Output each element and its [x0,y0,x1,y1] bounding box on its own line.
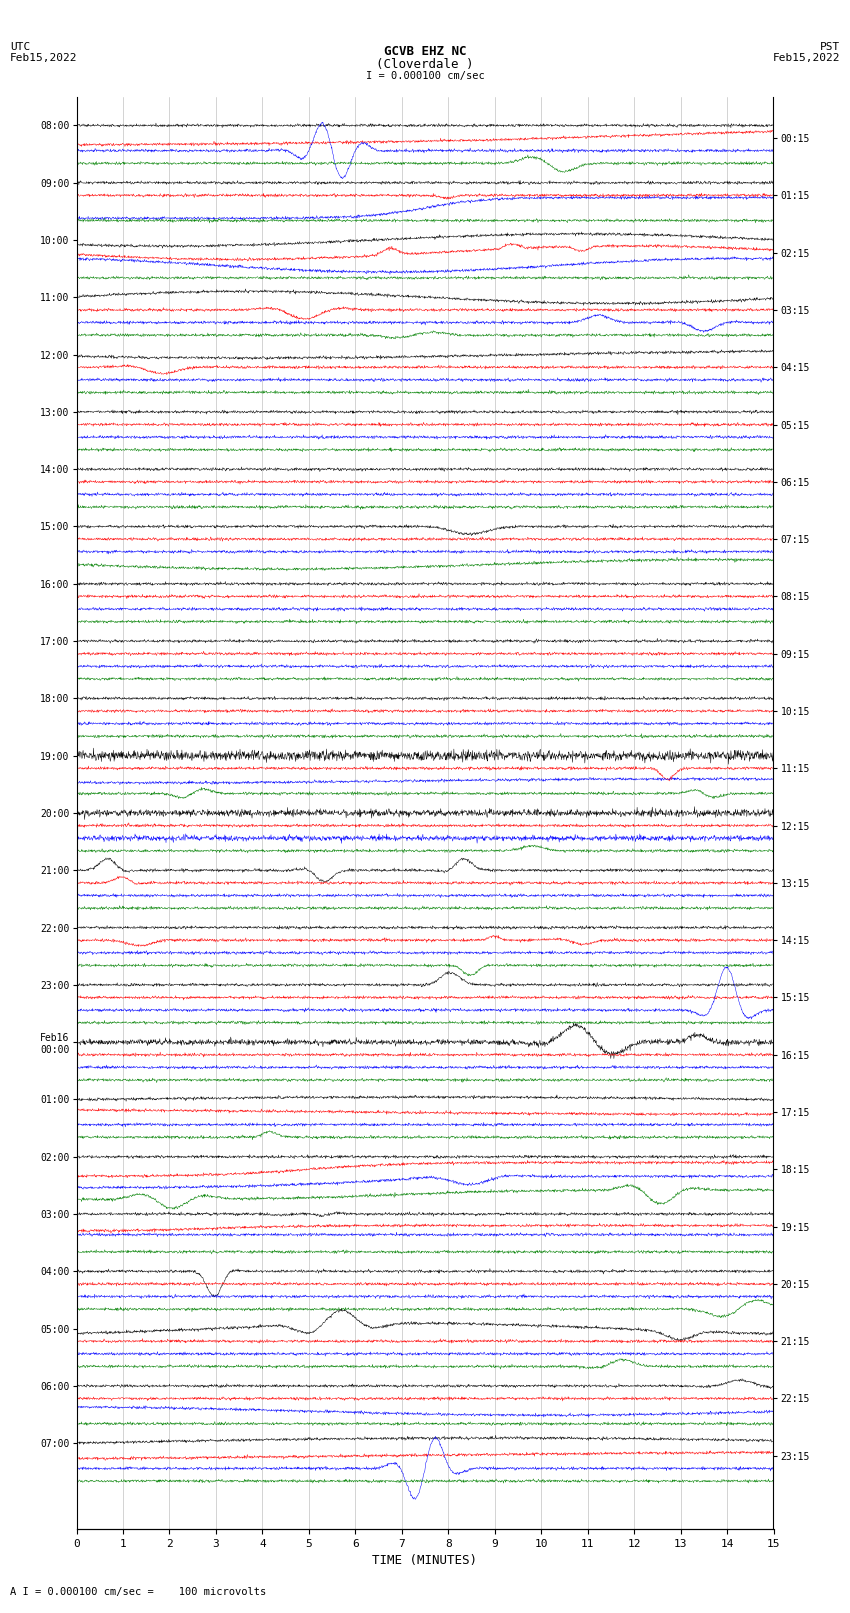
Text: UTC: UTC [10,42,31,52]
Text: PST: PST [819,42,840,52]
Text: (Cloverdale ): (Cloverdale ) [377,58,473,71]
Text: Feb15,2022: Feb15,2022 [10,53,77,63]
Text: I = 0.000100 cm/sec: I = 0.000100 cm/sec [366,71,484,81]
Text: A I = 0.000100 cm/sec =    100 microvolts: A I = 0.000100 cm/sec = 100 microvolts [10,1587,266,1597]
Text: Feb15,2022: Feb15,2022 [773,53,840,63]
X-axis label: TIME (MINUTES): TIME (MINUTES) [372,1555,478,1568]
Text: GCVB EHZ NC: GCVB EHZ NC [383,45,467,58]
